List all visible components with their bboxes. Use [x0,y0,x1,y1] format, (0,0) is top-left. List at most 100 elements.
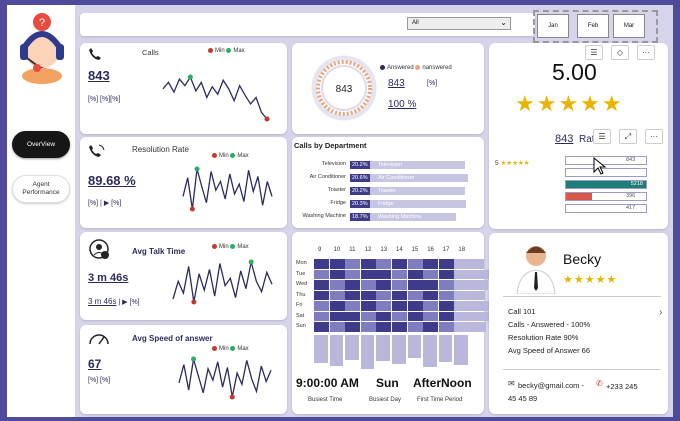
heatmap-cell[interactable] [392,322,407,332]
heatmap-cell[interactable] [329,322,345,332]
heatmap-cell[interactable] [314,280,329,290]
busiest-time-value: 9:00:00 AM [296,376,359,390]
month-feb-button[interactable]: Feb [577,14,609,38]
more-options-button-2[interactable]: ··· [645,129,663,144]
more-options-button[interactable]: ··· [637,45,655,60]
heatmap-cell[interactable] [407,311,423,322]
heatmap-cell[interactable] [423,311,439,322]
heatmap-cell[interactable] [345,322,361,332]
heatmap-column-total-bar [329,334,344,366]
agent-performance-nav-button[interactable]: Agent Performance [12,175,70,203]
heatmap-cell[interactable] [438,259,454,269]
heatmap-cell[interactable] [438,301,454,311]
heatmap-cell[interactable] [407,301,423,311]
speed-legend: Min Max [212,346,249,352]
heatmap-cell[interactable] [314,269,329,280]
heatmap-cell[interactable] [329,311,345,322]
department-bar[interactable]: 20.2% Toaster [350,187,465,195]
heatmap-cell[interactable] [345,301,361,311]
heatmap-cell[interactable] [329,301,345,311]
heatmap-cell[interactable] [329,259,345,269]
heatmap-cell[interactable] [329,269,345,280]
heatmap-cell[interactable] [454,311,470,322]
heatmap-cell[interactable] [314,322,329,332]
heatmap-cell[interactable] [392,311,407,322]
heatmap-cell[interactable] [454,280,470,290]
heatmap-cell[interactable] [392,259,407,269]
heatmap-cell[interactable] [423,269,439,280]
heatmap-cell[interactable] [329,290,345,301]
heatmap-cell[interactable] [454,290,470,301]
expand-icon-button[interactable]: ⤢ [619,129,637,144]
heatmap-cell[interactable] [392,269,407,280]
heatmap-cell[interactable] [345,259,361,269]
heatmap-row-total-bar [466,301,492,311]
heatmap-cell[interactable] [423,290,439,301]
heatmap-cell[interactable] [423,322,439,332]
heatmap-cell[interactable] [376,259,392,269]
heatmap-cell[interactable] [376,322,392,332]
department-bar[interactable]: 20.6% Air Conditioner [350,174,468,182]
next-agent-chevron-icon[interactable]: › [659,307,663,318]
heatmap-cell[interactable] [360,322,376,332]
eraser-icon-button[interactable]: ◇ [611,45,629,60]
heatmap-row-total-bars [466,259,494,333]
filter-icon-button[interactable]: ☰ [585,45,603,60]
heatmap-cell[interactable] [314,311,329,322]
heatmap-cell[interactable] [314,301,329,311]
heatmap-cell[interactable] [438,311,454,322]
calls-sparkline [162,74,270,122]
heatmap-cell[interactable] [376,311,392,322]
heatmap-cell[interactable] [376,269,392,280]
heatmap-cell[interactable] [423,301,439,311]
heatmap-cell[interactable] [454,301,470,311]
heatmap-cell[interactable] [438,290,454,301]
heatmap-cell[interactable] [392,280,407,290]
heatmap-cell[interactable] [454,259,470,269]
heatmap-cell[interactable] [438,322,454,332]
heatmap-cell[interactable] [454,269,470,280]
heatmap-cell[interactable] [392,290,407,301]
calls-range: [%] [%][%] [88,96,121,103]
department-bar[interactable]: 18.7% Washing Machine [350,213,457,221]
heatmap-cell[interactable] [407,280,423,290]
heatmap-cell[interactable] [329,280,345,290]
filter-icon: ☰ [590,48,598,57]
heatmap-cell[interactable] [376,280,392,290]
heatmap-cell[interactable] [407,269,423,280]
heatmap-cell[interactable] [438,269,454,280]
heatmap-cell[interactable] [345,280,361,290]
department-bar[interactable]: 20.3% Fridge [350,200,467,208]
department-bar[interactable]: 20.2% Television [350,161,465,169]
heatmap-cell[interactable] [345,269,361,280]
department-filter-dropdown[interactable]: All ⌄ [407,17,511,30]
heatmap-cell[interactable] [407,259,423,269]
heatmap-cell[interactable] [360,311,376,322]
heatmap-cell[interactable] [407,322,423,332]
rating-score: 5.00 [552,59,597,85]
heatmap-cell[interactable] [314,259,329,269]
heatmap-cell[interactable] [360,290,376,301]
heatmap-cell[interactable] [392,301,407,311]
heatmap-cell[interactable] [423,259,439,269]
heatmap-cell[interactable] [360,301,376,311]
filter-icon-button-2[interactable]: ☰ [593,129,611,144]
heatmap-cell[interactable] [423,280,439,290]
heatmap-cell[interactable] [407,290,423,301]
overview-nav-button[interactable]: OverView [12,131,70,158]
resolution-sparkline [182,166,273,212]
month-jan-button[interactable]: Jan [537,14,569,38]
month-mar-button[interactable]: Mar [613,14,645,38]
heatmap-cell[interactable] [376,290,392,301]
heatmap-cell[interactable] [360,269,376,280]
heatmap-cell[interactable] [454,322,470,332]
talk-sparkline-path [172,261,273,303]
heatmap-cell[interactable] [345,311,361,322]
heatmap-cell[interactable] [438,280,454,290]
heatmap-cell[interactable] [376,301,392,311]
rating-count: 843 [555,133,574,145]
heatmap-cell[interactable] [314,290,329,301]
heatmap-cell[interactable] [345,290,361,301]
heatmap-cell[interactable] [360,259,376,269]
heatmap-cell[interactable] [360,280,376,290]
